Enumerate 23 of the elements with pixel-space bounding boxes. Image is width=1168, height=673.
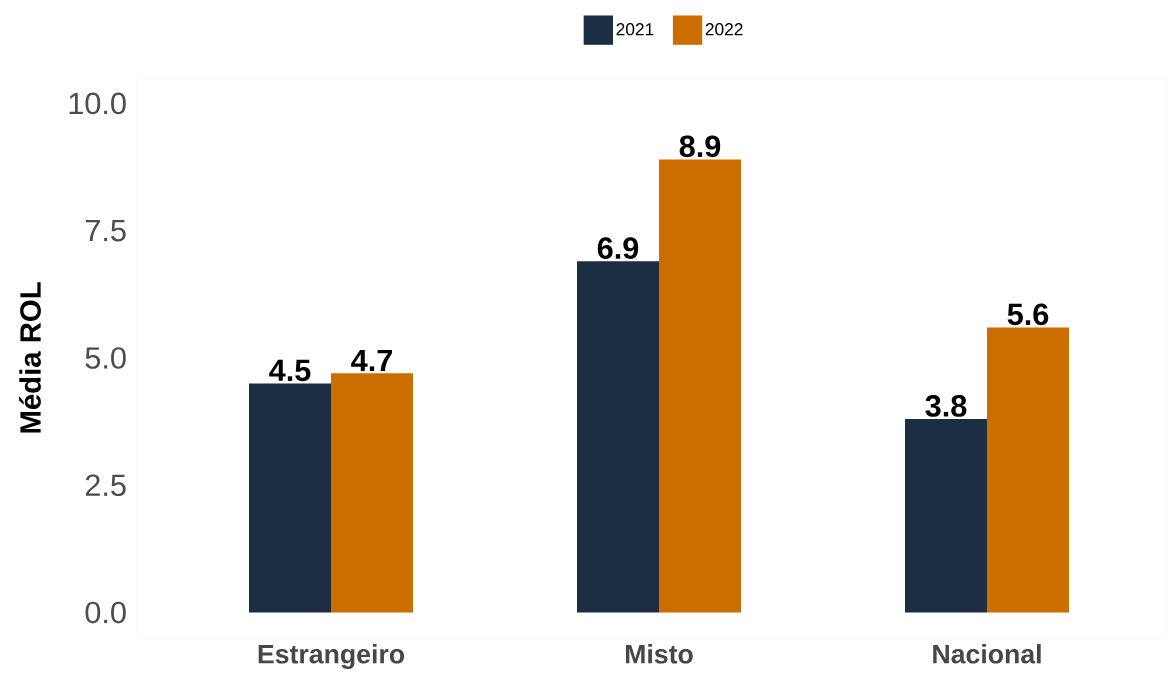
bar [987,327,1070,613]
x-tick-label: Nacional [933,644,1041,664]
data-label: 3.8 [925,395,967,417]
data-label: 4.7 [351,349,392,371]
bar [905,419,988,613]
data-label: 8.9 [679,135,721,158]
data-label: 6.9 [597,237,639,259]
y-axis-title: Média ROL [19,282,41,433]
y-tick-label: 2.5 [85,474,126,497]
y-tick-label: 10.0 [69,92,126,115]
bar [659,159,741,613]
data-label: 4.5 [269,359,311,382]
x-tick-label: Estrangeiro [258,644,405,669]
bar [331,373,414,613]
y-tick-label: 5.0 [85,347,126,369]
x-tick-label: Misto [625,644,693,664]
y-tick-label: 0.0 [85,601,126,624]
bar [577,261,660,613]
bar [249,383,331,613]
legend-label: 2022 [705,23,743,36]
data-label: 5.6 [1007,303,1049,326]
legend-label: 2021 [616,23,654,36]
y-tick-label: 7.5 [85,220,126,242]
